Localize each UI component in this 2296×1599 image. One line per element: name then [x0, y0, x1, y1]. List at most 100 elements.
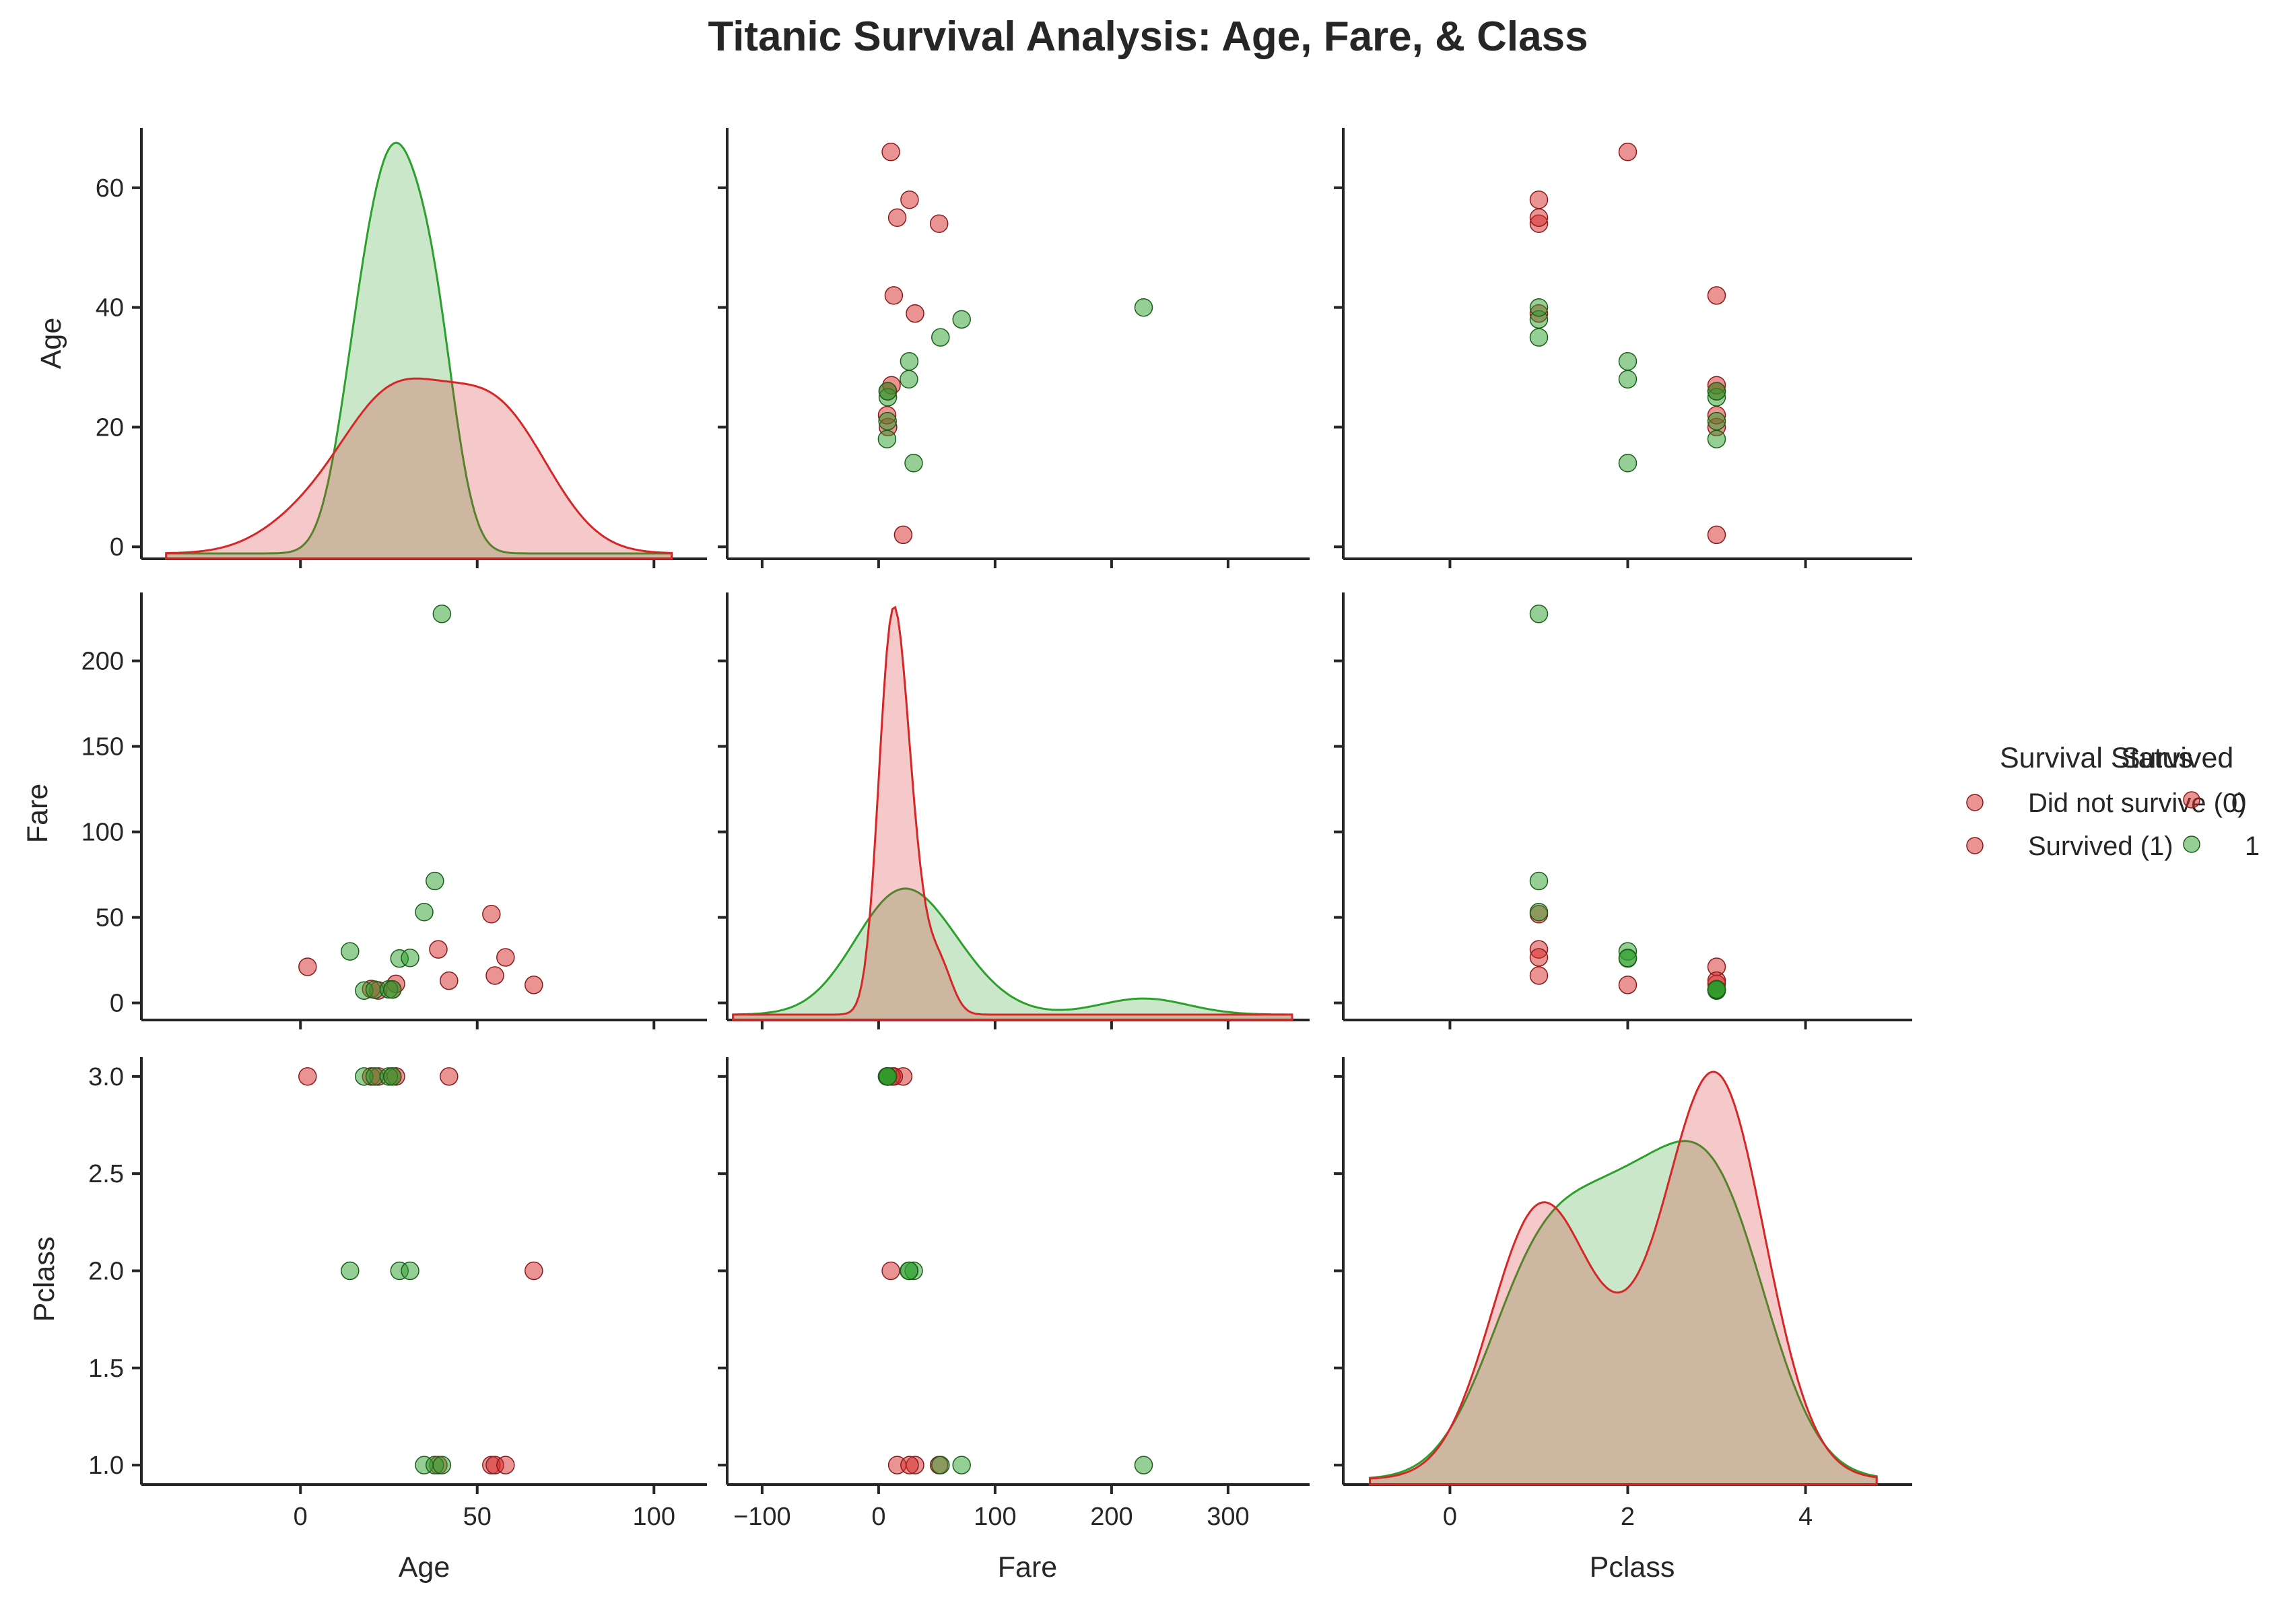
- y-tick-label: 100: [81, 819, 124, 847]
- scatter-point-did-not-survive: [525, 1261, 543, 1281]
- y-tick-label: 3.0: [88, 1063, 124, 1091]
- legend-marker-0: [2183, 791, 2200, 809]
- scatter-point-did-not-survive: [1529, 190, 1549, 209]
- scatter-point-survived: [1707, 430, 1726, 448]
- scatter-point-survived: [432, 1456, 452, 1474]
- panel-age-age: 0 20 40 60: [96, 128, 707, 568]
- x-axis-label-fare: Fare: [998, 1551, 1057, 1584]
- y-tick-label: 200: [81, 648, 124, 676]
- scatter-point-survived: [1529, 902, 1549, 922]
- scatter-point-did-not-survive: [440, 1067, 459, 1086]
- scatter-point-did-not-survive: [900, 190, 919, 209]
- scatter-point-did-not-survive: [298, 1067, 317, 1086]
- legend-title-survival-status: Survival Status: [2000, 742, 2193, 774]
- scatter-point-survived: [878, 411, 897, 431]
- scatter-point-did-not-survive: [893, 525, 913, 545]
- x-tick-label: 300: [1207, 1503, 1249, 1531]
- x-tick-label: 100: [633, 1503, 675, 1531]
- scatter-point-did-not-survive: [429, 940, 448, 959]
- y-tick-label: 150: [81, 733, 124, 761]
- scatter-point-did-not-survive: [1529, 948, 1549, 967]
- scatter-point-did-not-survive: [482, 905, 501, 924]
- x-tick-label: 2: [1621, 1503, 1635, 1531]
- legend-marker-did-not-survive: [1966, 794, 1984, 811]
- scatter-point-survived: [401, 949, 419, 967]
- y-axis-label-age: Age: [35, 318, 67, 370]
- scatter-point-survived: [1529, 328, 1549, 347]
- scatter-point-survived: [931, 328, 950, 347]
- scatter-point-survived: [878, 1067, 898, 1086]
- legend-entry-did-not-survive: Did not survive (0): [2028, 788, 2247, 818]
- y-tick-label: 2.5: [88, 1160, 124, 1188]
- scatter-point-did-not-survive: [881, 142, 900, 162]
- panel-age-pclass: [1334, 128, 1912, 568]
- kde-survived: [165, 141, 673, 560]
- x-axis-label-pclass: Pclass: [1590, 1551, 1675, 1584]
- scatter-point-survived: [931, 1456, 950, 1474]
- y-tick-label: 40: [96, 294, 124, 322]
- scatter-point-survived: [1529, 605, 1549, 623]
- y-tick-label: 60: [96, 174, 124, 203]
- scatter-point-survived: [1134, 1456, 1153, 1474]
- scatter-point-did-not-survive: [887, 208, 907, 228]
- scatter-point-did-not-survive: [1707, 286, 1726, 305]
- scatter-point-survived: [1618, 370, 1637, 389]
- panel-fare-age: 0 50 100 150 200: [81, 592, 707, 1029]
- scatter-point-did-not-survive: [298, 957, 317, 976]
- panel-pclass-pclass: 0 2 4: [1334, 1057, 1912, 1531]
- chart-title: Titanic Survival Analysis: Age, Fare, & …: [708, 13, 1588, 60]
- scatter-point-did-not-survive: [496, 1456, 515, 1474]
- kde-did-not-survive: [165, 377, 673, 560]
- panel-pclass-age: 1.0 1.5 2.0 2.5 3.0 0 50 100: [88, 1057, 707, 1531]
- scatter-point-survived: [1707, 382, 1726, 401]
- panel-age-fare: [718, 128, 1310, 568]
- scatter-point-survived: [341, 942, 360, 961]
- scatter-point-survived: [415, 902, 434, 922]
- y-tick-label: 2.0: [88, 1258, 124, 1286]
- scatter-point-did-not-survive: [1707, 525, 1726, 545]
- x-tick-label: 0: [871, 1503, 885, 1531]
- kde-did-not-survive: [732, 605, 1293, 1021]
- y-tick-label: 1.0: [88, 1452, 124, 1480]
- panel-pclass-fare: −100 0 100 200 300: [718, 1057, 1310, 1531]
- x-axis-label-age: Age: [399, 1551, 450, 1584]
- scatter-point-survived: [383, 980, 402, 999]
- x-tick-label: 0: [1443, 1503, 1457, 1531]
- scatter-point-did-not-survive: [884, 286, 904, 305]
- scatter-point-survived: [900, 351, 919, 371]
- x-tick-label: −100: [733, 1503, 791, 1531]
- scatter-point-did-not-survive: [1529, 966, 1549, 985]
- scatter-point-survived: [877, 430, 897, 448]
- x-tick-label: 50: [463, 1503, 492, 1531]
- panel-fare-pclass: [1334, 592, 1912, 1029]
- scatter-point-survived: [878, 382, 898, 401]
- scatter-point-survived: [341, 1261, 360, 1281]
- scatter-point-survived: [432, 605, 452, 623]
- scatter-point-did-not-survive: [496, 948, 515, 967]
- x-tick-label: 200: [1090, 1503, 1133, 1531]
- x-tick-label: 100: [974, 1503, 1016, 1531]
- scatter-point-survived: [1707, 411, 1726, 431]
- y-axis-label-fare: Fare: [22, 784, 54, 843]
- panel-fare-fare: [718, 592, 1310, 1029]
- y-tick-label: 1.5: [88, 1355, 124, 1383]
- legend-entry-0: 0: [2231, 788, 2246, 818]
- scatter-point-survived: [952, 310, 971, 329]
- scatter-point-did-not-survive: [881, 1261, 900, 1281]
- y-axis-label-pclass: Pclass: [28, 1237, 61, 1322]
- x-tick-label: 4: [1798, 1503, 1813, 1531]
- scatter-point-did-not-survive: [1618, 142, 1637, 162]
- scatter-point-survived: [383, 1067, 402, 1086]
- scatter-point-survived: [904, 454, 923, 473]
- y-tick-label: 50: [96, 904, 124, 932]
- scatter-point-survived: [952, 1456, 971, 1474]
- scatter-point-did-not-survive: [485, 966, 504, 985]
- legend-marker-survived: [1966, 837, 1984, 854]
- scatter-point-did-not-survive: [440, 971, 459, 990]
- scatter-point-survived: [900, 1261, 919, 1281]
- scatter-point-did-not-survive: [929, 214, 949, 233]
- scatter-point-survived: [1134, 298, 1153, 317]
- legend-title-survived: Survived: [2121, 742, 2233, 774]
